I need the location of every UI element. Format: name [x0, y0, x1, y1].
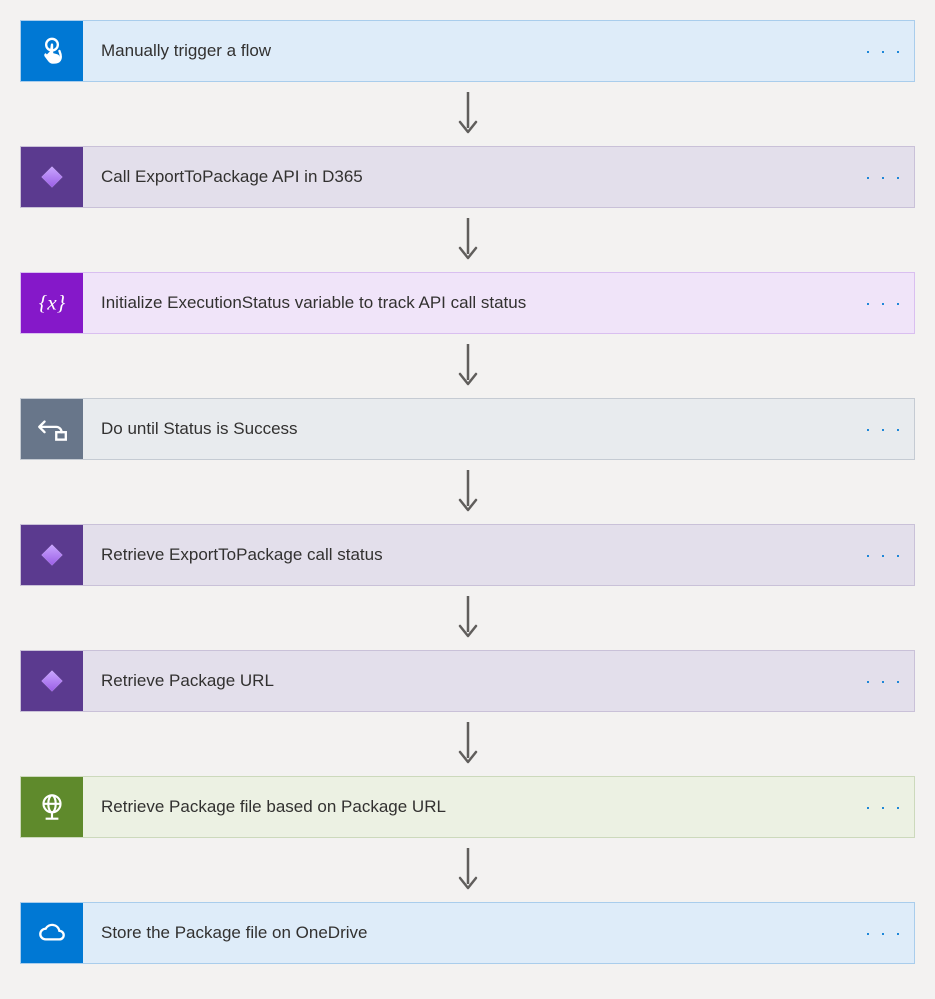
step-label: Retrieve ExportToPackage call status	[83, 525, 854, 585]
flow-arrow	[455, 460, 481, 524]
step-manual-trigger[interactable]: Manually trigger a flow· · ·	[20, 20, 915, 82]
step-label: Initialize ExecutionStatus variable to t…	[83, 273, 854, 333]
step-menu-button[interactable]: · · ·	[854, 147, 914, 207]
step-menu-button[interactable]: · · ·	[854, 399, 914, 459]
diamond-icon	[21, 525, 83, 585]
step-call-export-api[interactable]: Call ExportToPackage API in D365· · ·	[20, 146, 915, 208]
step-menu-button[interactable]: · · ·	[854, 903, 914, 963]
step-label: Retrieve Package URL	[83, 651, 854, 711]
flow-arrow	[455, 586, 481, 650]
step-do-until[interactable]: Do until Status is Success· · ·	[20, 398, 915, 460]
step-menu-button[interactable]: · · ·	[854, 273, 914, 333]
step-store-onedrive[interactable]: Store the Package file on OneDrive· · ·	[20, 902, 915, 964]
diamond-icon	[21, 147, 83, 207]
step-menu-button[interactable]: · · ·	[854, 651, 914, 711]
flow-arrow	[455, 712, 481, 776]
flow-arrow	[455, 838, 481, 902]
flow-arrow	[455, 334, 481, 398]
step-init-variable[interactable]: {x} Initialize ExecutionStatus variable …	[20, 272, 915, 334]
step-label: Manually trigger a flow	[83, 21, 854, 81]
svg-text:{x}: {x}	[39, 290, 66, 314]
step-label: Call ExportToPackage API in D365	[83, 147, 854, 207]
globe-icon	[21, 777, 83, 837]
step-retrieve-file[interactable]: Retrieve Package file based on Package U…	[20, 776, 915, 838]
step-menu-button[interactable]: · · ·	[854, 525, 914, 585]
step-menu-button[interactable]: · · ·	[854, 21, 914, 81]
variable-icon: {x}	[21, 273, 83, 333]
step-menu-button[interactable]: · · ·	[854, 777, 914, 837]
diamond-icon	[21, 651, 83, 711]
touch-icon	[21, 21, 83, 81]
step-retrieve-status[interactable]: Retrieve ExportToPackage call status· · …	[20, 524, 915, 586]
step-label: Retrieve Package file based on Package U…	[83, 777, 854, 837]
cloud-icon	[21, 903, 83, 963]
step-label: Store the Package file on OneDrive	[83, 903, 854, 963]
flow-arrow	[455, 82, 481, 146]
flow-arrow	[455, 208, 481, 272]
loop-icon	[21, 399, 83, 459]
step-retrieve-url[interactable]: Retrieve Package URL· · ·	[20, 650, 915, 712]
step-label: Do until Status is Success	[83, 399, 854, 459]
